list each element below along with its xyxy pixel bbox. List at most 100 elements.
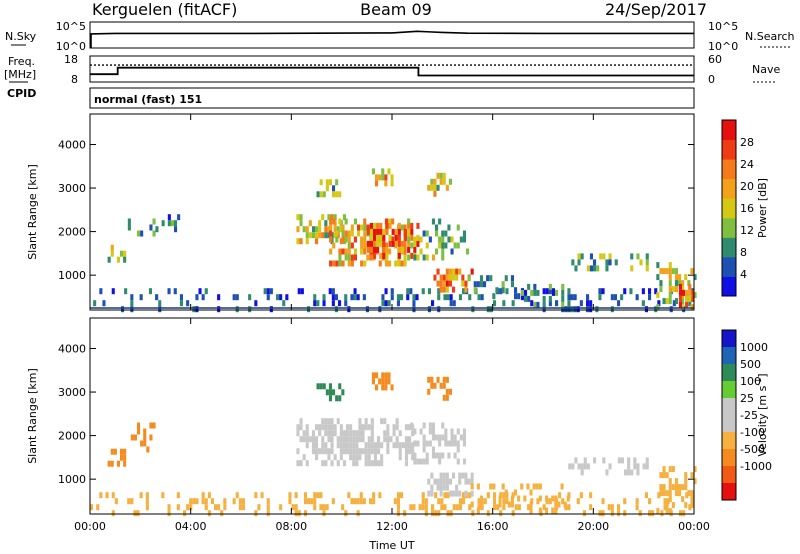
heatmap-cell [327,436,331,443]
heatmap-cell [442,394,446,401]
heatmap-cell [331,498,335,505]
heatmap-cell [404,436,408,443]
heatmap-cell [299,418,303,425]
heatmap-cell [392,430,396,437]
heatmap-cell [656,262,660,269]
heatmap-cell [427,388,431,395]
heatmap-cell [433,190,437,197]
heatmap-cell [299,436,303,443]
heatmap-cell [347,492,351,499]
heatmap-cell [668,496,672,503]
heatmap-cell [201,492,205,499]
heatmap-cell [177,214,181,221]
heatmap-cell [596,265,600,272]
colorbar-segment [722,381,736,399]
heatmap-cell [367,448,371,455]
heatmap-cell [462,498,466,505]
heatmap-cell [279,294,283,301]
heatmap-cell [668,490,672,497]
heatmap-cell [431,422,435,429]
heatmap-cell [483,498,487,505]
heatmap-cell [688,283,692,290]
heatmap-cell [651,510,655,517]
heatmap-cell [514,489,518,496]
heatmap-cell [358,448,362,455]
heatmap-cell [674,484,678,491]
heatmap-cell [127,224,131,231]
heatmap-cell [464,478,468,485]
heatmap-cell [527,295,531,302]
nsky-series-line [89,30,694,35]
heatmap-cell [577,253,581,260]
heatmap-cell [476,483,480,490]
heatmap-cell [425,230,429,237]
heatmap-cell [338,395,342,402]
heatmap-cell [391,228,395,235]
heatmap-cell [235,294,239,301]
heatmap-cell [347,230,351,237]
heatmap-cell [598,288,602,295]
heatmap-cell [352,442,356,449]
heatmap-cell [413,254,417,261]
heatmap-cell [411,454,415,461]
heatmap-cell [462,458,466,465]
heatmap-cell [684,274,688,281]
heatmap-cell [493,300,497,307]
heatmap-cell [582,510,586,517]
heatmap-cell [381,384,385,391]
heatmap-cell [116,460,120,467]
heatmap-cell [436,172,440,179]
heatmap-cell [445,484,449,491]
heatmap-cell [342,460,346,467]
heatmap-cell [327,232,331,239]
heatmap-cell [332,389,336,396]
heatmap-cell [529,507,533,514]
heatmap-cell [421,498,425,505]
heatmap-cell [385,246,389,253]
heatmap-cell [232,498,236,505]
heatmap-cell [316,191,320,198]
heatmap-cell [412,294,416,301]
heatmap-cell [404,228,408,235]
heatmap-cell [266,294,270,301]
heatmap-cell [412,504,416,511]
y-tick-label: 2000 [58,226,86,239]
heatmap-cell [489,275,493,282]
heatmap-cell [352,430,356,437]
heatmap-cell [297,288,301,295]
heatmap-cell [684,484,688,491]
heatmap-cell [433,274,437,281]
heatmap-cell [561,289,565,296]
heatmap-cell [367,442,371,449]
heatmap-cell [455,490,459,497]
heatmap-cell [383,430,387,437]
heatmap-cell [140,440,144,447]
heatmap-cell [681,286,685,293]
heatmap-cell [561,301,565,308]
heatmap-cell [369,498,373,505]
heatmap-cell [477,294,481,301]
heatmap-cell [339,454,343,461]
heatmap-cell [662,490,666,497]
power-colorbar-label: Power [dB] [756,178,769,238]
heatmap-cell [379,222,383,229]
heatmap-cell [461,472,465,479]
heatmap-cell [349,442,353,449]
heatmap-cell [448,178,452,185]
heatmap-cell [375,372,379,379]
colorbar-tick-label: 1000 [740,341,768,354]
heatmap-cell [152,422,156,429]
heatmap-cell [110,448,114,455]
heatmap-cell [350,260,354,267]
heatmap-cell [406,294,410,301]
heatmap-cell [332,260,336,267]
heatmap-cell [386,442,390,449]
nsearch-tick-bottom: 10^0 [708,40,738,53]
heatmap-cell [329,224,333,231]
heatmap-cell [390,180,394,187]
heatmap-cell [542,288,546,295]
heatmap-cell [294,492,298,499]
heatmap-cell [356,294,360,301]
heatmap-cell [391,240,395,247]
colorbar-segment [722,330,736,348]
